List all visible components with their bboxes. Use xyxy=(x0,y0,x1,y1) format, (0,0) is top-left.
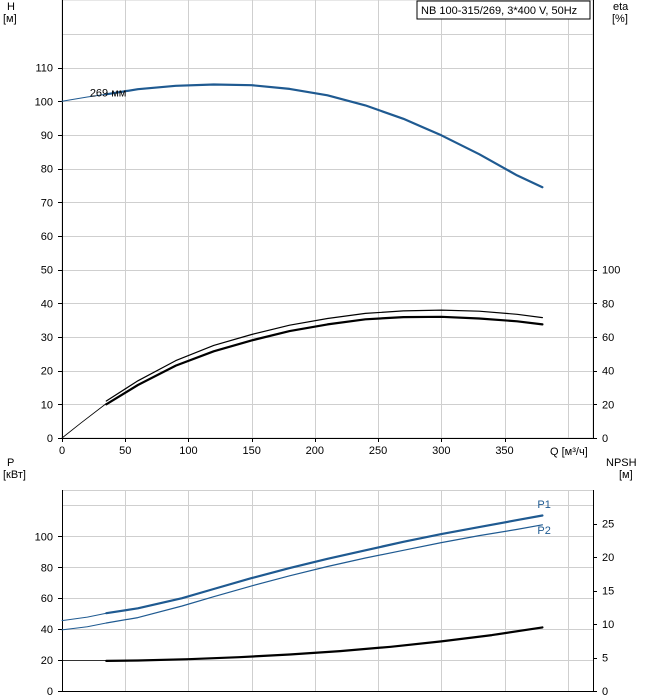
bottom-tick-labels: 0 20 40 60 80 100 0 5 10 15 20 25 xyxy=(35,519,615,699)
series-eta-thin-ext-line xyxy=(61,403,107,439)
top-y2-tick-label: 60 xyxy=(602,332,614,344)
x-tick-label: 300 xyxy=(432,445,450,457)
bottom-y-tick-label: 80 xyxy=(41,562,53,574)
top-y-tick-label: 0 xyxy=(47,433,53,445)
top-tick-labels: 0 10 20 30 40 50 60 70 80 90 100 110 0 20 40 60 80 100 0 50… xyxy=(35,63,621,457)
x-tick-label: 200 xyxy=(306,445,324,457)
top-y-tick-label: 10 xyxy=(41,399,53,411)
series-npsh-line xyxy=(105,626,544,663)
title-box xyxy=(416,0,591,20)
impeller-diameter-label: 269 мм xyxy=(90,87,127,99)
series-p1-line xyxy=(105,514,544,615)
top-y-tick-label: 60 xyxy=(41,231,53,243)
bottom-grid xyxy=(62,490,593,691)
top-y-tick-label: 20 xyxy=(41,366,53,378)
bottom-y-tick-label: 100 xyxy=(35,531,53,543)
chart-title: NB 100-315/269, 3*400 V, 50Hz xyxy=(421,5,577,17)
bottom-y2-tick-label: 5 xyxy=(602,653,608,665)
top-y-tick-label: 80 xyxy=(41,164,53,176)
series-p2-line xyxy=(105,524,544,624)
x-axis-label: Q [м³/ч] xyxy=(550,446,588,458)
bottom-y2-tick-label: 25 xyxy=(602,519,614,531)
series-h-ext-line xyxy=(61,93,107,102)
bottom-y2-tick-label: 15 xyxy=(602,586,614,598)
top-y2-tick-label: 0 xyxy=(602,433,608,445)
y2-axis-unit-eta: [%] xyxy=(612,13,628,25)
top-grid xyxy=(61,0,594,439)
top-axes xyxy=(62,0,594,439)
y2-axis-label-eta: eta xyxy=(613,1,629,13)
top-y-tick-label: 90 xyxy=(41,130,53,142)
top-series xyxy=(61,83,544,439)
top-y-tick-label: 40 xyxy=(41,298,53,310)
series-p2-ext-line xyxy=(61,622,107,631)
x-tick-label: 350 xyxy=(495,445,513,457)
y2-axis-unit-npsh: [м] xyxy=(619,469,633,481)
p1-series-label: P1 xyxy=(537,499,550,511)
series-h-line xyxy=(105,83,544,189)
top-y-tick-label: 110 xyxy=(35,63,53,75)
x-tick-label: 100 xyxy=(179,445,197,457)
top-y-tick-label: 70 xyxy=(41,197,53,209)
top-y-tick-label: 100 xyxy=(35,96,53,108)
top-y2-tick-label: 100 xyxy=(602,265,620,277)
top-y2-tick-label: 20 xyxy=(602,399,614,411)
y2-axis-label-npsh: NPSH xyxy=(606,457,637,469)
top-y-tick-label: 50 xyxy=(41,265,53,277)
bottom-y2-tick-label: 10 xyxy=(602,619,614,631)
x-tick-label: 150 xyxy=(242,445,260,457)
bottom-y2-tick-label: 20 xyxy=(602,552,614,564)
bottom-series xyxy=(61,514,544,663)
bottom-y-tick-label: 20 xyxy=(41,655,53,667)
y-axis-unit-h: [м] xyxy=(3,13,17,25)
series-p1-ext-line xyxy=(61,612,107,622)
y-axis-label-h: H xyxy=(7,1,15,13)
series-eta-thick-line xyxy=(105,315,544,406)
top-y2-tick-label: 40 xyxy=(602,366,614,378)
bottom-y-tick-label: 60 xyxy=(41,593,53,605)
bottom-axes xyxy=(62,490,594,692)
p2-series-label: P2 xyxy=(537,525,550,537)
y-axis-label-p: P xyxy=(7,457,14,469)
bottom-y-tick-label: 0 xyxy=(47,686,53,698)
top-y-tick-label: 30 xyxy=(41,332,53,344)
top-plot-frame xyxy=(61,0,594,439)
y-axis-unit-p: [кВт] xyxy=(3,469,26,481)
x-tick-label: 50 xyxy=(119,445,131,457)
series-eta-thin-line xyxy=(105,309,544,402)
head-efficiency-chart: 0 10 20 30 40 50 60 70 80 90 100 110 0 20 40 60 80 100 0 50… xyxy=(3,0,629,458)
top-y2-tick-label: 80 xyxy=(602,298,614,310)
x-tick-label: 250 xyxy=(369,445,387,457)
x-tick-label: 0 xyxy=(59,445,65,457)
bottom-y2-tick-label: 0 xyxy=(602,686,608,698)
bottom-y-tick-label: 40 xyxy=(41,624,53,636)
